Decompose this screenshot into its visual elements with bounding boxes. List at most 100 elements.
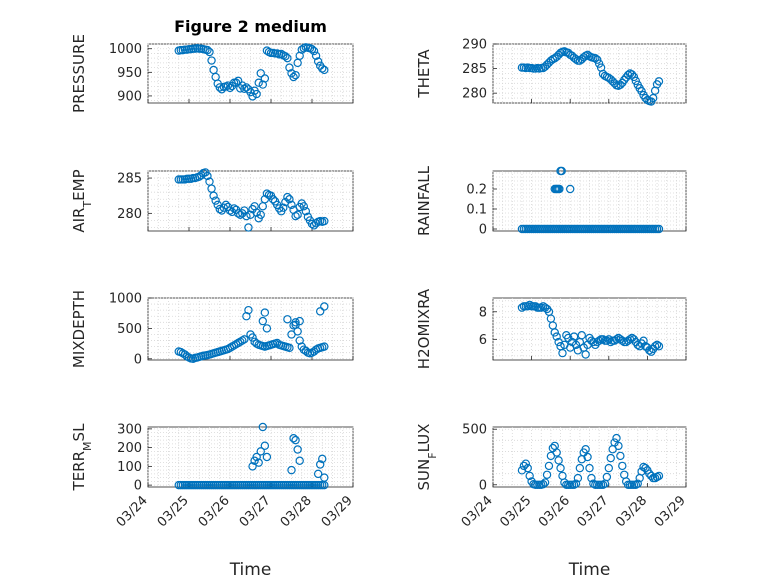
data-point — [525, 300, 534, 310]
data-point — [604, 463, 614, 473]
data-point — [571, 479, 581, 488]
data-point — [555, 184, 564, 194]
data-point — [591, 54, 600, 63]
y-tick-label: 285 — [117, 172, 142, 187]
series-markers — [517, 433, 664, 489]
y-tick-label: 900 — [117, 89, 142, 104]
data-point — [309, 46, 319, 56]
data-point — [242, 211, 251, 221]
data-point — [594, 59, 604, 68]
data-point — [521, 459, 531, 468]
data-point — [557, 166, 566, 176]
data-point — [291, 435, 300, 445]
data-point — [618, 461, 627, 471]
data-point — [242, 83, 251, 92]
data-point — [633, 340, 642, 350]
data-point — [566, 184, 575, 194]
x-tick-label: 03/29 — [652, 493, 689, 530]
data-point — [279, 203, 288, 212]
y-axis-label: AIRTEMP — [70, 169, 94, 232]
data-point — [285, 343, 294, 353]
data-point — [258, 422, 267, 432]
data-point — [252, 208, 261, 217]
data-point — [598, 480, 608, 489]
x-tick-label: 03/26 — [196, 493, 233, 530]
data-point — [248, 92, 257, 101]
data-point — [256, 69, 265, 78]
y-axis-label: PRESSURE — [70, 34, 88, 113]
data-point — [313, 57, 323, 66]
y-tick-label: 0.1 — [466, 203, 487, 218]
data-point — [569, 480, 579, 489]
data-point — [262, 324, 272, 333]
subplot-1: 280 285 290 THETA — [415, 38, 687, 106]
data-point — [583, 452, 592, 462]
data-point — [648, 93, 658, 103]
data-point — [231, 339, 241, 349]
data-point — [236, 337, 245, 346]
data-point — [227, 342, 237, 351]
data-point — [285, 195, 294, 204]
data-point — [287, 465, 296, 475]
y-tick-label: 1000 — [109, 42, 142, 57]
data-point — [225, 343, 235, 353]
y-tick-label: 280 — [117, 207, 142, 222]
data-point — [283, 192, 292, 202]
data-point — [623, 70, 633, 80]
y-axis-label: MIXDEPTH — [70, 290, 88, 368]
data-point — [311, 51, 321, 61]
data-point — [311, 219, 321, 228]
data-point — [618, 336, 627, 345]
data-point — [283, 53, 292, 63]
subplot-4: 0 500 1000 MIXDEPTH — [70, 290, 354, 368]
data-point — [581, 445, 590, 454]
data-point — [287, 200, 296, 210]
data-point — [262, 189, 272, 198]
data-point — [542, 470, 552, 479]
data-point — [627, 70, 637, 79]
y-axis-label: THETA — [415, 49, 433, 99]
data-point — [256, 210, 265, 219]
data-point — [612, 433, 621, 443]
data-point — [550, 328, 559, 337]
data-point — [633, 479, 642, 488]
data-point — [631, 480, 641, 489]
data-point — [654, 224, 664, 234]
data-point — [320, 342, 329, 351]
data-point — [291, 211, 300, 221]
data-point — [301, 207, 311, 216]
y-axis-label: H2OMIXRA — [415, 288, 433, 369]
data-point — [211, 196, 220, 205]
data-point — [552, 448, 561, 457]
data-point — [283, 315, 292, 324]
data-point — [205, 47, 214, 57]
x-axis-label: Time — [229, 560, 272, 580]
data-point — [569, 332, 579, 341]
series-markers — [174, 302, 329, 363]
subplot-2: 280 285 AIRTEMP — [70, 168, 354, 233]
data-point — [554, 456, 563, 465]
x-tick-label: 03/25 — [497, 493, 534, 530]
data-point — [645, 346, 654, 355]
data-point — [225, 206, 235, 215]
data-point — [318, 64, 327, 73]
data-point — [540, 478, 550, 487]
series-markers — [517, 300, 664, 359]
y-tick-label: 8 — [479, 305, 487, 320]
y-tick-label: 6 — [479, 333, 487, 348]
x-tick-label: 03/28 — [278, 493, 315, 530]
data-point — [277, 49, 286, 59]
y-tick-label: 950 — [117, 66, 142, 81]
data-point — [316, 307, 325, 316]
y-tick-label: 0 — [134, 352, 142, 367]
data-point — [639, 336, 648, 345]
y-tick-label: 280 — [462, 87, 487, 102]
data-point — [525, 471, 534, 481]
data-point — [631, 76, 641, 86]
y-tick-label: 0 — [479, 223, 487, 238]
x-tick-label: 03/28 — [613, 493, 650, 530]
data-point — [215, 83, 224, 92]
subplot-3: 0 0.1 0.2 RAINFALL — [415, 165, 687, 238]
data-point — [598, 335, 608, 344]
